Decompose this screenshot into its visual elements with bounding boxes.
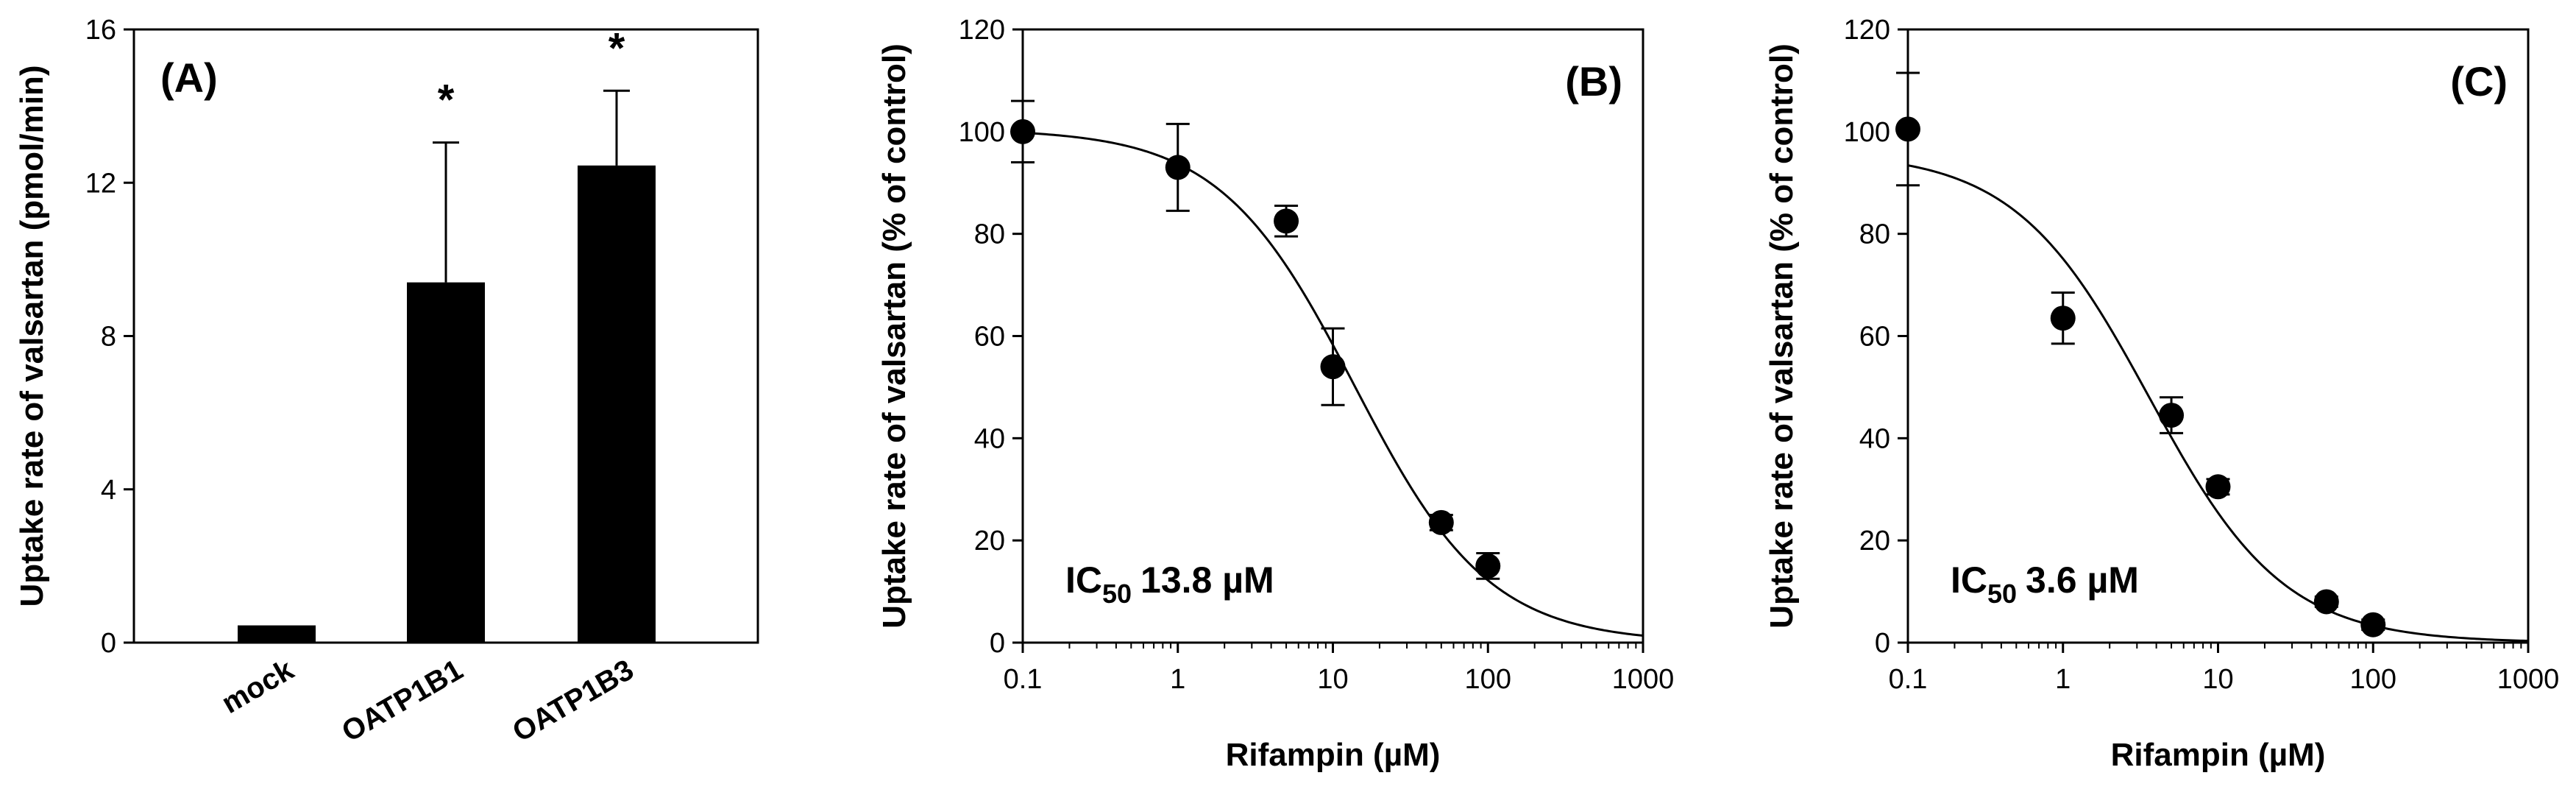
y-tick-label: 20 <box>1859 526 1890 556</box>
x-tick-label: 1 <box>1170 664 1185 695</box>
y-tick-label: 100 <box>1844 117 1890 148</box>
panel-label: (A) <box>160 54 218 101</box>
y-tick-label: 60 <box>1859 322 1890 353</box>
y-tick-label: 120 <box>959 15 1005 46</box>
y-tick-label: 80 <box>974 219 1005 250</box>
data-point <box>1320 354 1346 380</box>
x-tick-label: 100 <box>1465 664 1511 695</box>
panel-c-inhibition-plot: 0 20 40 60 80 100 120 0.1 1 10 100 1000 Uptake rate … <box>1764 15 2559 773</box>
y-tick-label: 40 <box>974 423 1005 454</box>
ic50-prefix: IC <box>1951 559 1987 601</box>
data-point <box>2360 612 2386 637</box>
data-point <box>1010 119 1035 144</box>
x-axis-title: Rifampin (µM) <box>1226 737 1441 773</box>
x-category-label: OATP1B1 <box>336 654 468 749</box>
y-tick-label: 40 <box>1859 423 1890 454</box>
panel-b-inhibition-plot: 0 20 40 60 80 100 120 0.1 1 10 100 1000 Uptake rate … <box>876 15 1674 773</box>
panel-a-bar-chart: 0 4 8 12 16 Uptake rate of valsartan (pmol/mi… <box>14 15 759 749</box>
y-tick-label: 120 <box>1844 15 1890 46</box>
bar-mock <box>238 625 316 643</box>
x-tick-label: 1000 <box>2497 664 2560 695</box>
ic50-annotation: IC50 13.8 µM <box>1065 559 1274 609</box>
y-tick-label: 0 <box>990 628 1005 659</box>
y-tick-label: 100 <box>959 117 1005 148</box>
data-point <box>2050 305 2076 331</box>
x-category-label: OATP1B3 <box>507 654 639 749</box>
plot-frame <box>1906 28 2530 644</box>
bar-oatp1b1 <box>407 282 485 643</box>
panel-label: (B) <box>1565 58 1622 105</box>
data-point <box>1895 116 1920 142</box>
x-tick-label: 1 <box>2055 664 2071 695</box>
x-tick-label: 0.1 <box>1889 664 1928 695</box>
x-tick-label: 10 <box>2202 664 2233 695</box>
ic50-value: 13.8 µM <box>1140 559 1274 601</box>
y-axis-title: Uptake rate of valsartan (pmol/min) <box>14 66 50 607</box>
x-tick-label: 1000 <box>1612 664 1675 695</box>
y-tick-label: 16 <box>85 15 116 46</box>
ic50-annotation: IC50 3.6 µM <box>1951 559 2139 609</box>
data-point <box>1428 509 1454 535</box>
y-tick-label: 0 <box>101 628 116 659</box>
data-point <box>1165 155 1191 180</box>
data-point <box>1274 208 1299 234</box>
y-tick-label: 12 <box>85 168 116 199</box>
x-category-label: mock <box>216 653 299 720</box>
x-axis-title: Rifampin (µM) <box>2111 737 2326 773</box>
panel-label: (C) <box>2450 58 2508 105</box>
y-tick-label: 4 <box>101 475 116 506</box>
significance-star: * <box>608 24 625 72</box>
x-tick-label: 10 <box>1317 664 1348 695</box>
data-point <box>2313 589 2339 615</box>
data-point <box>2205 474 2231 500</box>
y-tick-label: 8 <box>101 322 116 353</box>
data-point <box>2159 403 2185 428</box>
x-tick-label: 0.1 <box>1004 664 1043 695</box>
y-axis-title: Uptake rate of valsartan (% of control) <box>1764 43 1800 629</box>
y-axis-title: Uptake rate of valsartan (% of control) <box>876 43 912 629</box>
ic50-subscript: 50 <box>1987 579 2017 609</box>
y-tick-label: 0 <box>1875 628 1890 659</box>
data-point <box>1475 553 1501 579</box>
y-tick-label: 20 <box>974 526 1005 556</box>
bar-oatp1b3 <box>578 165 656 643</box>
x-tick-label: 100 <box>2350 664 2396 695</box>
significance-star: * <box>438 77 455 124</box>
ic50-subscript: 50 <box>1102 579 1132 609</box>
y-tick-label: 80 <box>1859 219 1890 250</box>
fit-curve <box>1907 164 2529 643</box>
ic50-value: 3.6 µM <box>2026 559 2139 601</box>
ic50-prefix: IC <box>1065 559 1102 601</box>
y-tick-label: 60 <box>974 322 1005 353</box>
